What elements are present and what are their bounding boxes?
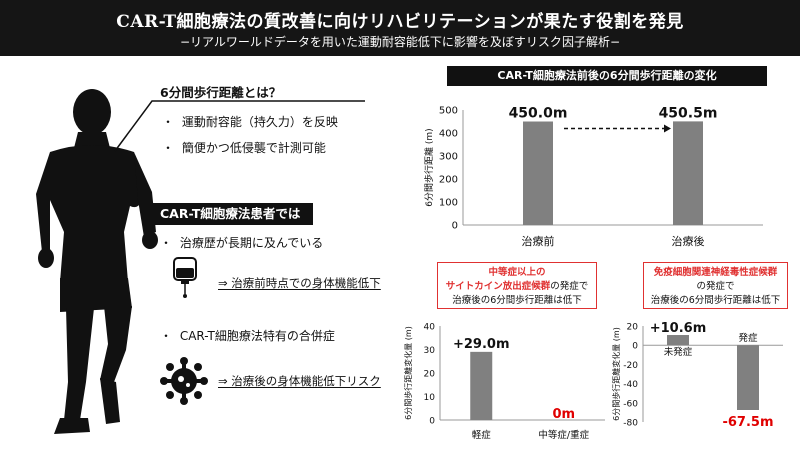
x-tick-label: 中等症/重症 — [538, 429, 589, 441]
walk-test-heading: 6分間歩行距離とは？ — [160, 85, 282, 100]
header-banner: CAR-T細胞療法の質改善に向けリハビリテーションが果たす役割を発見 −リアルワ… — [0, 0, 800, 56]
walk-distance-chart: 0 100 200 300 400 500 6分間歩行距離 (m) 治療前 450.0m 治療後 4… — [423, 105, 763, 248]
y-tick-label: -60 — [623, 399, 638, 409]
trend-arrow-head — [664, 124, 671, 133]
bullet-item: ・ 簡便かつ低侵襲で計測可能 — [162, 139, 326, 156]
y-tick-label: 20 — [424, 370, 436, 380]
bar — [667, 335, 689, 346]
y-tick-label: 10 — [424, 393, 436, 403]
data-label: 450.0m — [509, 106, 568, 122]
iv-bag-icon — [173, 257, 197, 298]
data-label: +10.6m — [650, 321, 707, 336]
note-text: 治療後の6分間歩行距離は低下 — [650, 295, 781, 306]
y-tick-label: 500 — [439, 106, 458, 117]
arrow-text: ⇒ 治療前時点での身体機能低下 — [218, 276, 381, 290]
y-axis-label: 6分間歩行距離変化量 (m) — [611, 327, 621, 421]
y-tick-label: -20 — [623, 361, 638, 371]
bullet-text: 簡便かつ低侵襲で計測可能 — [181, 141, 326, 155]
y-tick-label: 40 — [424, 323, 436, 333]
bullet-text: 運動耐容能（持久力）を反映 — [181, 115, 338, 129]
y-axis-label: 6分間歩行距離変化量 (m) — [403, 326, 413, 420]
crs-change-chart: 0 10 20 30 40 6分間歩行距離変化量 (m) 軽症 +29.0m 中等症/重症 0m — [403, 323, 605, 441]
bar — [673, 121, 703, 225]
bar — [737, 345, 759, 410]
y-tick-label: 20 — [627, 323, 639, 333]
patients-heading: CAR-T細胞療法患者では — [153, 203, 313, 225]
y-tick-label: 0 — [452, 221, 458, 232]
data-label: +29.0m — [453, 337, 510, 352]
x-tick-label: 未発症 — [664, 346, 693, 358]
bullet-item: ・ CAR-T細胞療法特有の合併症 — [160, 327, 335, 344]
y-tick-label: 30 — [424, 346, 436, 356]
data-label: 0m — [552, 407, 575, 422]
bullet-mark: ・ — [160, 236, 173, 250]
y-tick-label: 0 — [429, 417, 435, 427]
y-tick-label: -80 — [623, 419, 638, 429]
note-red-text: 中等症以上の — [488, 267, 546, 278]
data-label: 450.5m — [659, 105, 718, 121]
crs-note: 中等症以上の サイトカイン放出症候群の発症で 治療後の6分間歩行距離は低下 — [437, 262, 597, 309]
x-tick-label: 軽症 — [472, 429, 492, 441]
y-tick-label: 0 — [632, 342, 638, 352]
note-text: の発症で — [550, 281, 589, 292]
bar — [470, 351, 493, 420]
y-tick-label: -40 — [623, 380, 638, 390]
note-red-text: サイトカイン放出症候群 — [445, 281, 551, 292]
bullet-mark: ・ — [162, 115, 175, 129]
bullet-item: ・ 運動耐容能（持久力）を反映 — [162, 113, 338, 130]
callout-line — [114, 100, 365, 152]
bullet-text: 治療歴が長期に及んでいる — [179, 236, 324, 250]
note-text: 治療後の6分間歩行距離は低下 — [452, 295, 582, 306]
data-label: -67.5m — [722, 415, 773, 430]
x-tick-label: 治療前 — [522, 234, 555, 248]
icans-note: 免疫細胞関連神経毒性症候群 の発症で 治療後の6分間歩行距離は低下 — [643, 262, 788, 309]
runner-silhouette — [36, 89, 158, 434]
x-tick-label: 発症 — [738, 332, 758, 344]
icans-change-chart: -80 -60 -40 -20 0 20 6分間歩行距離変化量 (m) 未発症 +10.6m 発症… — [611, 321, 783, 430]
note-text: の発症で — [696, 281, 735, 292]
note-red-text: 免疫細胞関連神経毒性症候群 — [653, 267, 778, 278]
bullet-mark: ・ — [160, 329, 173, 343]
page-subtitle: −リアルワールドデータを用いた運動耐容能低下に影響を及ぼすリスク因子解析− — [180, 35, 620, 49]
virus-icon — [160, 357, 208, 405]
chart1-title: CAR-T細胞療法前後の6分間歩行距離の変化 — [447, 66, 767, 86]
bullet-mark: ・ — [162, 141, 175, 155]
y-tick-label: 100 — [439, 198, 458, 209]
y-tick-label: 300 — [439, 152, 458, 163]
bullet-item: ・ 治療歴が長期に及んでいる — [160, 234, 323, 251]
bar — [523, 121, 553, 225]
y-axis-label: 6分間歩行距離 (m) — [423, 128, 435, 206]
y-tick-label: 400 — [439, 129, 458, 140]
page-title: CAR-T細胞療法の質改善に向けリハビリテーションが果たす役割を発見 — [116, 12, 684, 32]
arrow-text: ⇒ 治療後の身体機能低下リスク — [218, 374, 381, 388]
bullet-text: CAR-T細胞療法特有の合併症 — [179, 329, 335, 343]
y-tick-label: 200 — [439, 175, 458, 186]
x-tick-label: 治療後 — [672, 234, 705, 248]
